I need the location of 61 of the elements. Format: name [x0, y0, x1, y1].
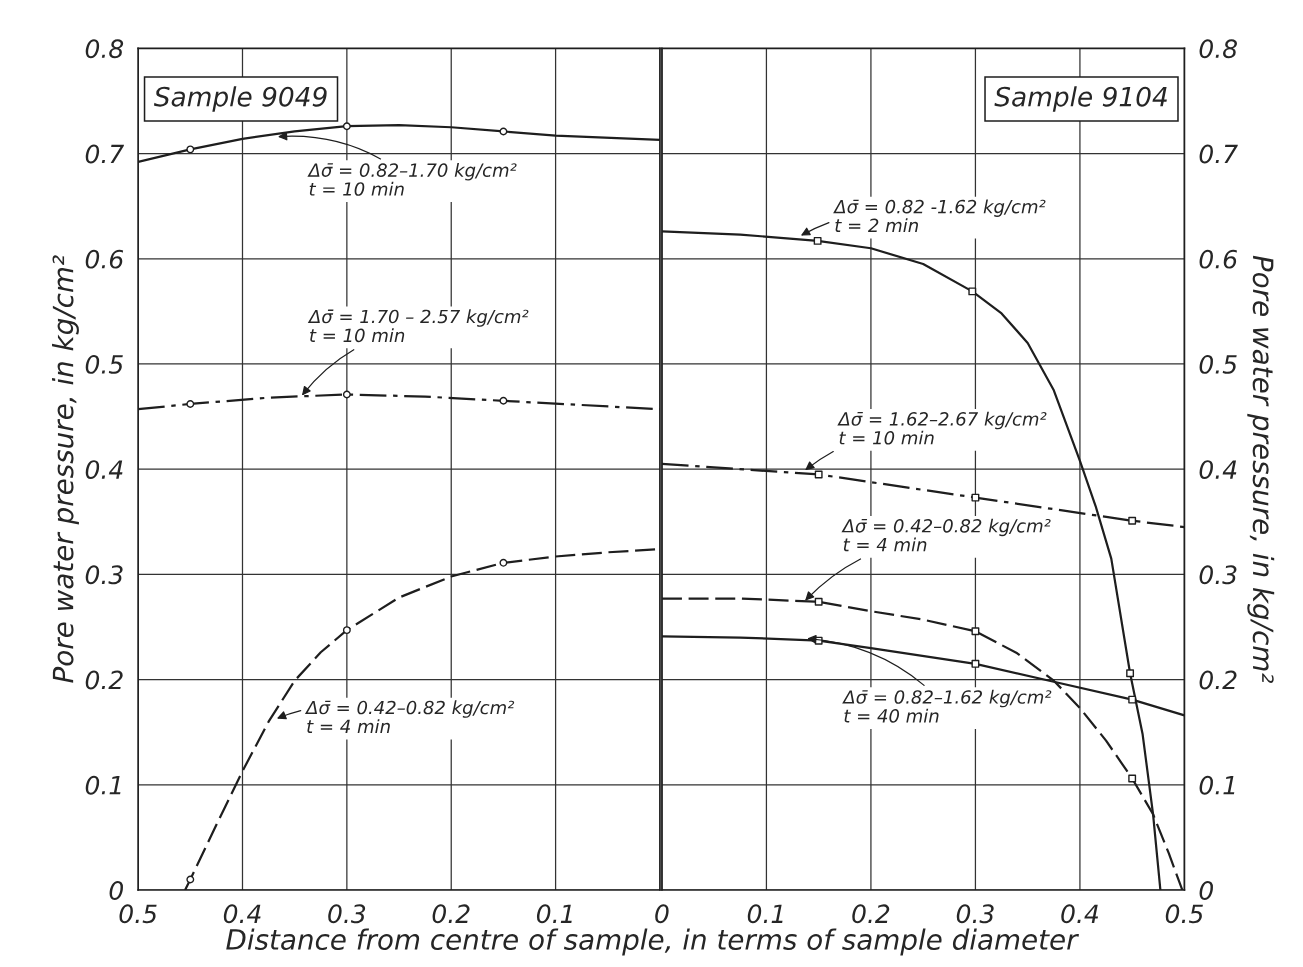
- annotation: Δσ̄ = 0.82–1.70 kg/cm² t = 10 min: [307, 163, 517, 196]
- y-tick-label: 0.4: [1199, 460, 1237, 480]
- annotation: Δσ̄ = 1.70 – 2.57 kg/cm² t = 10 min: [307, 309, 529, 343]
- annotation: Δσ̄ = 0.82–1.62 kg/cm² t = 40 min: [842, 689, 1052, 723]
- x-tick-label: 0.5: [1165, 904, 1203, 924]
- annotation: Δσ̄ = 0.42–0.82 kg/cm² t = 4 min: [841, 518, 1051, 552]
- y-tick-label: 0.7: [1199, 144, 1238, 164]
- point: [499, 127, 508, 136]
- y-tick-label: 0.2: [85, 670, 123, 690]
- x-tick-label: 0.1: [747, 904, 783, 924]
- y-tick-label: 0.6: [1199, 249, 1237, 269]
- point: [186, 145, 195, 154]
- y-axis-title: Pore water pressure, in kg/cm²: [1247, 255, 1275, 684]
- y-tick-label: 0.3: [85, 565, 123, 585]
- point: [499, 396, 508, 405]
- x-tick-label: 0.1: [536, 904, 572, 924]
- point: [342, 390, 351, 399]
- x-tick-label: 0.3: [956, 904, 994, 924]
- point: [968, 287, 977, 296]
- point: [813, 236, 822, 245]
- x-axis-title: Distance from centre of sample, in terms of sample diameter: [226, 928, 1079, 956]
- y-tick-label: 0.3: [1199, 565, 1237, 585]
- point: [971, 659, 980, 668]
- y-tick-label: 0.5: [85, 354, 123, 374]
- point: [1126, 669, 1135, 678]
- point: [814, 470, 823, 479]
- x-tick-label: 0.4: [223, 904, 261, 924]
- x-tick-label: 0.3: [328, 904, 366, 924]
- annotation: Δσ̄ = 1.62–2.67 kg/cm² t = 10 min: [837, 411, 1047, 445]
- y-tick-label: 0.6: [85, 249, 124, 269]
- point: [342, 122, 351, 131]
- y-tick-label: 0.7: [85, 144, 124, 164]
- y-tick-label: 0.4: [85, 460, 123, 480]
- x-tick-label: 0: [655, 904, 669, 924]
- x-tick-label: 0.5: [119, 904, 157, 924]
- y-tick-label: 0.1: [85, 775, 121, 795]
- point: [342, 626, 351, 635]
- y-tick-label: 0.8: [1199, 39, 1237, 59]
- point: [1128, 516, 1137, 525]
- annotation: Sample 9049: [153, 86, 327, 112]
- y-tick-label: 0: [109, 880, 123, 900]
- point: [186, 400, 195, 408]
- point: [971, 493, 980, 502]
- y-tick-label: 0.1: [1199, 775, 1235, 795]
- annotation: Δσ̄ = 0.42–0.82 kg/cm² t = 4 min: [304, 700, 515, 733]
- point: [1128, 774, 1137, 783]
- point: [1128, 695, 1137, 704]
- y-tick-label: 0.8: [85, 39, 124, 59]
- y-tick-label: 0.5: [1199, 354, 1237, 374]
- x-tick-label: 0.2: [432, 904, 470, 924]
- y-tick-label: 0.2: [1199, 670, 1237, 690]
- annotation: Sample 9104: [994, 86, 1167, 112]
- y-axis-title: Pore water pressure, in kg/cm²: [52, 255, 79, 683]
- point: [499, 558, 508, 567]
- point: [186, 875, 195, 884]
- y-tick-label: 0: [1199, 880, 1213, 900]
- x-tick-label: 0.4: [1061, 904, 1099, 924]
- x-tick-label: 0.2: [852, 904, 890, 924]
- point: [971, 627, 980, 636]
- annotation: Δσ̄ = 0.82 -1.62 kg/cm² t = 2 min: [833, 199, 1046, 232]
- point: [814, 597, 823, 606]
